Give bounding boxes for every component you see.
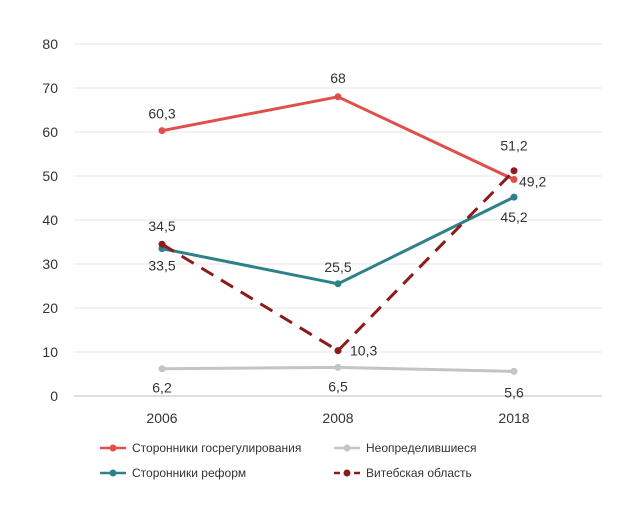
y-tick-label: 40 <box>42 212 58 228</box>
data-point-vitebsk <box>510 167 518 175</box>
y-tick-label: 80 <box>42 36 58 52</box>
data-point-undecided <box>510 367 518 375</box>
data-label-state-regulation: 68 <box>330 70 346 86</box>
legend-label: Сторонники реформ <box>132 466 246 480</box>
series-line-vitebsk <box>161 169 516 353</box>
legend-swatch-marker <box>343 444 351 452</box>
y-tick-label: 70 <box>42 80 58 96</box>
legend-swatch-marker <box>109 469 117 477</box>
y-tick-label: 20 <box>42 300 58 316</box>
data-point-state-regulation <box>334 93 342 101</box>
x-tick-label: 2008 <box>322 410 353 426</box>
legend-label: Витебская область <box>366 466 472 480</box>
y-tick-label: 0 <box>50 388 58 404</box>
x-tick-label: 2006 <box>146 410 177 426</box>
y-tick-label: 60 <box>42 124 58 140</box>
data-point-vitebsk <box>334 347 342 355</box>
data-label-vitebsk: 51,2 <box>500 138 527 154</box>
data-label-vitebsk: 34,5 <box>148 218 175 234</box>
legend-swatch-marker <box>109 444 117 452</box>
x-tick-label: 2018 <box>498 410 529 426</box>
legend-item-vitebsk: Витебская область <box>334 466 472 480</box>
y-tick-label: 50 <box>42 168 58 184</box>
data-label-undecided: 6,5 <box>328 378 348 394</box>
legend-label: Неопределившиеся <box>366 441 476 455</box>
data-label-undecided: 6,2 <box>152 380 172 396</box>
data-point-state-regulation <box>510 176 518 184</box>
data-point-undecided <box>158 365 166 373</box>
series-group <box>158 93 518 375</box>
y-tick-label: 30 <box>42 256 58 272</box>
legend: Сторонники госрегулирования Неопределивши… <box>100 441 476 480</box>
data-label-reform: 45,2 <box>500 209 527 225</box>
legend-swatch-marker <box>343 469 351 477</box>
data-point-reform <box>334 280 342 288</box>
data-label-reform: 33,5 <box>148 258 175 274</box>
data-point-state-regulation <box>158 127 166 135</box>
data-label-state-regulation: 49,2 <box>519 174 546 190</box>
data-label-vitebsk: 10,3 <box>350 343 377 359</box>
data-label-undecided: 5,6 <box>504 384 524 400</box>
legend-item-reform: Сторонники реформ <box>100 466 246 480</box>
data-point-reform <box>510 193 518 201</box>
data-labels: 60,3 68 49,2 6,2 6,5 5,6 33,5 25,5 45,2 34,5 10,3 5… <box>148 70 546 401</box>
series-line-state-regulation <box>160 95 516 182</box>
y-tick-label: 10 <box>42 344 58 360</box>
data-point-undecided <box>334 363 342 371</box>
legend-item-state-regulation: Сторонники госрегулирования <box>100 441 301 455</box>
data-label-reform: 25,5 <box>324 259 351 275</box>
data-point-vitebsk <box>158 240 166 248</box>
y-axis: 0 10 20 30 40 50 60 70 80 <box>42 36 58 404</box>
x-axis: 2006 2008 2018 <box>146 410 529 426</box>
legend-item-undecided: Неопределившиеся <box>334 441 476 455</box>
data-label-state-regulation: 60,3 <box>148 106 175 122</box>
legend-label: Сторонники госрегулирования <box>132 441 301 455</box>
